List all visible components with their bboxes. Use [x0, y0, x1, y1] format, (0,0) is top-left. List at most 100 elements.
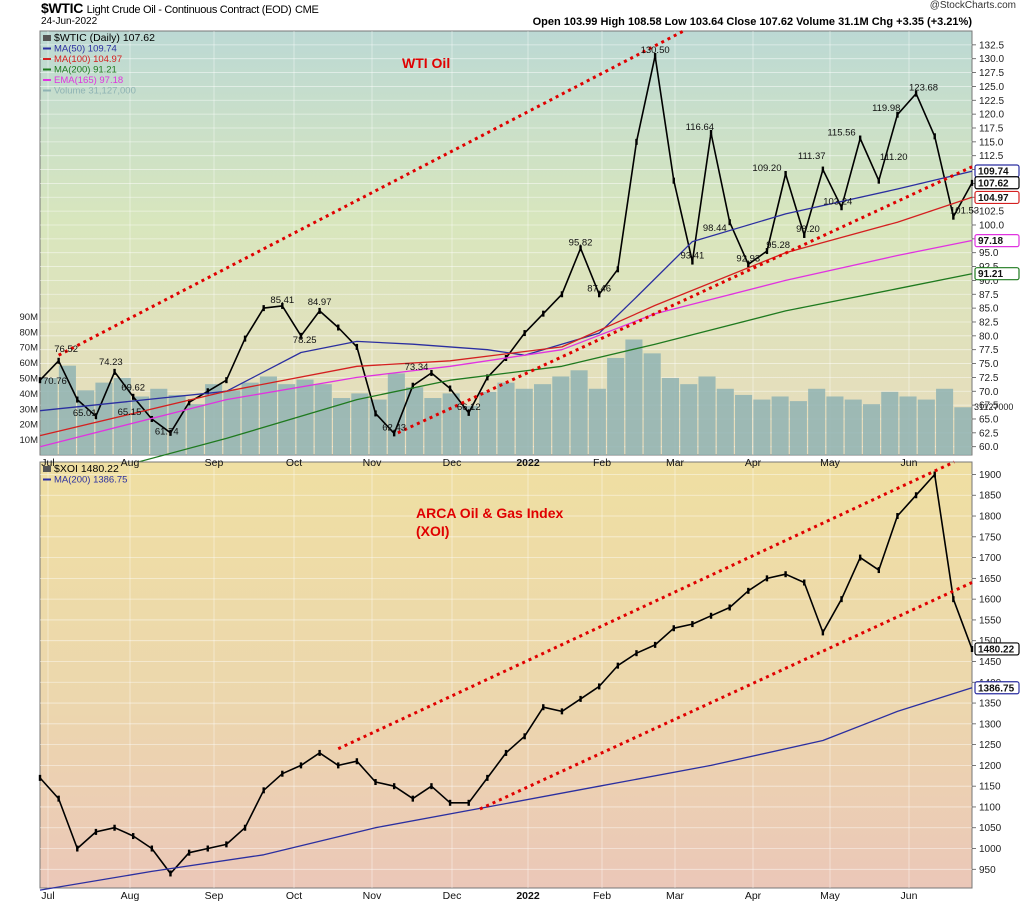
y-tick-label: 130.0: [979, 54, 1004, 65]
volume-tick-label: 60M: [20, 358, 39, 369]
y-tick-label: 1300: [979, 719, 1002, 730]
trendline: [397, 165, 973, 435]
panel-title: WTI Oil: [402, 55, 450, 71]
price-annotation: 70.76: [43, 376, 67, 387]
price-annotation: 76.52: [54, 344, 78, 355]
volume-bar: [259, 376, 277, 455]
value-badge: [974, 234, 1020, 248]
symbol-title: $WTIC Light Crude Oil - Continuous Contr…: [41, 0, 319, 16]
volume-bar: [753, 399, 771, 455]
ma50-series-line: [39, 687, 973, 891]
volume-bar: [241, 382, 259, 455]
x-tick-label: May: [820, 457, 841, 469]
price-annotation: 95.28: [766, 240, 790, 251]
y-tick-label: 132.5: [979, 40, 1004, 51]
y-tick-label: 1050: [979, 823, 1002, 834]
price-annotation: 65.15: [118, 407, 142, 418]
x-tick-label: Nov: [363, 457, 382, 469]
volume-last-label: 31127000: [974, 402, 1013, 412]
plot-area: [39, 461, 973, 889]
legend-swatch: [43, 35, 51, 41]
price-annotation: 61.74: [155, 426, 179, 437]
y-tick-label: 100.0: [979, 220, 1004, 231]
volume-bar: [442, 393, 460, 455]
legend-entry: MA(50) 109.74: [54, 44, 117, 55]
price-annotation: 116.64: [686, 122, 714, 133]
value-badge-label: 1480.22: [978, 644, 1015, 655]
y-tick-label: 1150: [979, 782, 1001, 793]
legend-entry: $WTIC (Daily) 107.62: [54, 32, 155, 44]
volume-bar: [881, 391, 899, 455]
volume-bar: [424, 398, 442, 455]
volume-bar: [899, 396, 917, 455]
y-tick-label: 112.5: [979, 151, 1004, 162]
volume-tick-label: 50M: [20, 374, 39, 385]
chart-date: 24-Jun-2022: [41, 16, 98, 27]
y-tick-label: 80.0: [979, 331, 999, 342]
x-tick-label: Feb: [593, 890, 611, 902]
volume-bar: [826, 396, 844, 455]
volume-bar: [680, 384, 698, 455]
legend-entry: MA(200) 1386.75: [54, 475, 127, 486]
x-tick-label: Feb: [593, 457, 611, 469]
value-badge-label: 97.18: [978, 236, 1003, 247]
volume-bar: [570, 370, 588, 455]
y-tick-label: 1450: [979, 657, 1002, 668]
y-tick-label: 1350: [979, 699, 1002, 710]
y-tick-label: 115.0: [979, 137, 1004, 148]
x-tick-label: Jul: [41, 457, 54, 469]
price-annotation: 78.25: [293, 335, 317, 346]
x-tick-label: Oct: [286, 457, 302, 469]
y-tick-label: 1650: [979, 574, 1002, 585]
volume-bar: [479, 391, 497, 455]
y-tick-label: 72.5: [979, 373, 999, 384]
volume-bar: [314, 384, 332, 455]
x-tick-label: May: [820, 890, 841, 902]
value-badge: [974, 642, 1020, 656]
y-tick-label: 1900: [979, 470, 1002, 481]
volume-bar: [735, 394, 753, 455]
price-annotation: 115.56: [827, 128, 855, 139]
y-tick-label: 75.0: [979, 359, 999, 370]
value-badge-label: 107.62: [978, 178, 1009, 189]
panel-title-line-2: (XOI): [416, 523, 449, 539]
price-annotation: 87.46: [587, 283, 611, 294]
price-annotation: 98.44: [703, 223, 727, 234]
volume-tick-label: 30M: [20, 404, 39, 415]
volume-bar: [588, 388, 606, 455]
ma100-series-line: [39, 196, 973, 437]
x-tick-label: Apr: [745, 457, 762, 469]
volume-bar: [552, 376, 570, 455]
price-annotation: 62.43: [382, 422, 406, 433]
price-annotation: 66.12: [457, 402, 481, 413]
y-tick-label: 102.5: [979, 207, 1004, 218]
y-tick-label: 1600: [979, 595, 1002, 606]
volume-bar: [936, 388, 954, 455]
x-tick-label: Aug: [121, 890, 140, 902]
value-badge-label: 91.21: [978, 269, 1003, 280]
volume-bar: [661, 378, 680, 455]
y-tick-label: 1250: [979, 740, 1002, 751]
y-tick-label: 67.5: [979, 401, 999, 412]
volume-bar: [771, 396, 789, 455]
price-annotation: 84.97: [308, 297, 332, 308]
price-annotation: 103.24: [823, 196, 852, 207]
value-badge-label: 109.74: [978, 167, 1009, 178]
volume-bar: [643, 353, 661, 455]
volume-bar: [808, 388, 826, 455]
x-tick-label: Sep: [205, 890, 224, 902]
x-tick-label: 2022: [516, 890, 540, 902]
x-tick-label: Mar: [666, 890, 685, 902]
y-tick-label: 120.0: [979, 110, 1004, 121]
y-tick-label: 85.0: [979, 304, 999, 315]
volume-bar: [862, 404, 881, 455]
volume-bar: [332, 398, 351, 455]
y-tick-label: 70.0: [979, 387, 999, 398]
wti-panel: 60.0 62.5 65.0 67.5 70.0 72.5 75.0 77.5 80.0 82.5…: [20, 29, 1020, 489]
legend-entry: EMA(165) 97.18: [54, 75, 123, 86]
y-tick-label: 117.5: [979, 123, 1004, 134]
volume-tick-label: 70M: [20, 343, 39, 354]
trendline: [57, 29, 685, 357]
